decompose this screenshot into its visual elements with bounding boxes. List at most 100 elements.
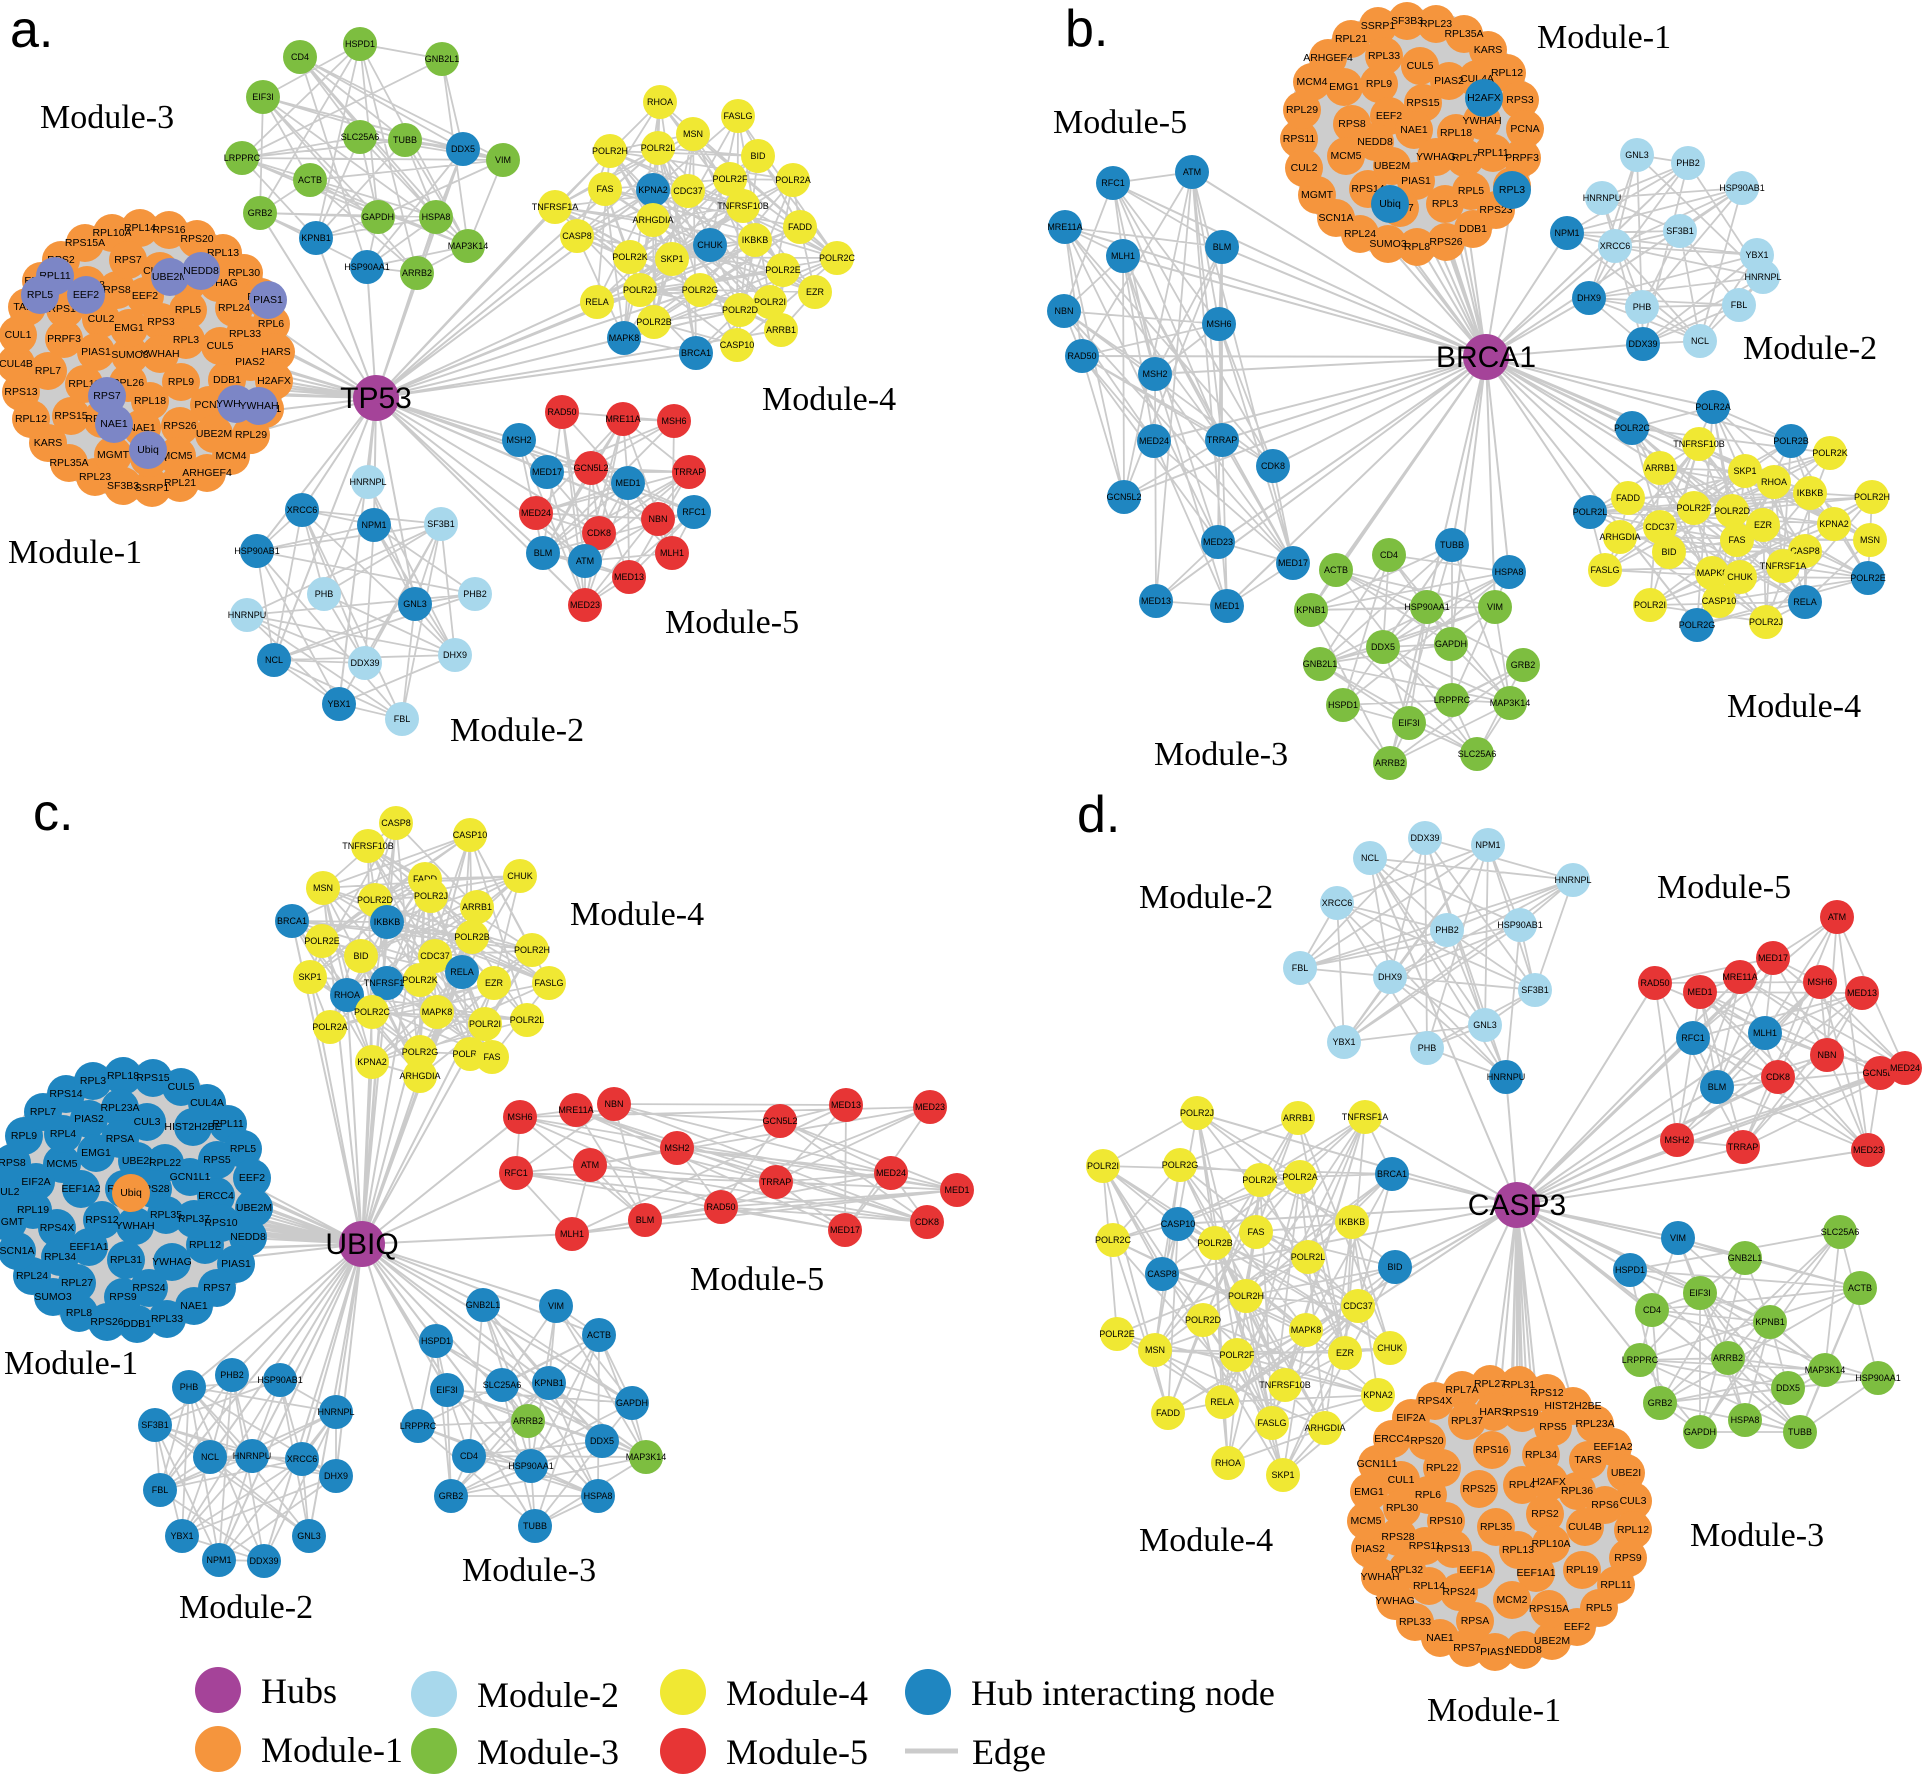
svg-text:CUL2: CUL2 bbox=[1291, 162, 1318, 174]
svg-text:POLR2B: POLR2B bbox=[1773, 436, 1809, 446]
svg-text:HNRNPL: HNRNPL bbox=[349, 477, 386, 487]
svg-text:RPS5: RPS5 bbox=[203, 1154, 231, 1166]
svg-text:SF3B1: SF3B1 bbox=[1666, 226, 1694, 236]
svg-text:POLR2C: POLR2C bbox=[1095, 1235, 1132, 1245]
svg-text:HSP90AB1: HSP90AB1 bbox=[257, 1375, 303, 1385]
svg-text:Module-1: Module-1 bbox=[4, 1345, 138, 1382]
svg-text:HSP90AA1: HSP90AA1 bbox=[344, 262, 390, 272]
svg-text:MGMT: MGMT bbox=[1301, 189, 1334, 201]
svg-text:RPL35: RPL35 bbox=[1480, 1521, 1512, 1533]
svg-text:XRCC6: XRCC6 bbox=[1600, 241, 1631, 251]
svg-text:RPL11: RPL11 bbox=[1600, 1579, 1631, 1591]
svg-text:POLR2E: POLR2E bbox=[1099, 1329, 1135, 1339]
svg-text:CDC37: CDC37 bbox=[1645, 522, 1675, 532]
svg-text:Module-4: Module-4 bbox=[570, 896, 704, 933]
svg-text:CDC37: CDC37 bbox=[420, 951, 450, 961]
svg-text:POLR2K: POLR2K bbox=[402, 975, 438, 985]
svg-text:RPL22: RPL22 bbox=[1426, 1462, 1458, 1474]
svg-text:Edge: Edge bbox=[972, 1732, 1046, 1772]
svg-text:YBX1: YBX1 bbox=[170, 1531, 193, 1541]
svg-text:NBN: NBN bbox=[604, 1099, 623, 1109]
svg-text:RPL11: RPL11 bbox=[212, 1118, 243, 1130]
svg-text:NAE1: NAE1 bbox=[100, 418, 128, 430]
svg-text:RPS2: RPS2 bbox=[1531, 1508, 1559, 1520]
svg-text:ARHGDIA: ARHGDIA bbox=[1304, 1423, 1345, 1433]
svg-text:RPL4: RPL4 bbox=[50, 1128, 76, 1140]
svg-text:POLR2B: POLR2B bbox=[636, 317, 672, 327]
svg-text:ARHGDIA: ARHGDIA bbox=[399, 1071, 440, 1081]
svg-text:XRCC6: XRCC6 bbox=[287, 1454, 318, 1464]
svg-text:GNL3: GNL3 bbox=[297, 1531, 321, 1541]
svg-text:RPL3: RPL3 bbox=[1432, 198, 1458, 210]
svg-text:MED1: MED1 bbox=[1687, 987, 1712, 997]
svg-text:Module-5: Module-5 bbox=[665, 604, 799, 641]
svg-text:GAPDH: GAPDH bbox=[1435, 639, 1467, 649]
svg-text:PRPF3: PRPF3 bbox=[1505, 152, 1539, 164]
svg-text:POLR2H: POLR2H bbox=[592, 146, 628, 156]
svg-text:HSPD1: HSPD1 bbox=[1328, 700, 1358, 710]
svg-text:RAD50: RAD50 bbox=[547, 407, 576, 417]
svg-text:PHB: PHB bbox=[1418, 1043, 1437, 1053]
svg-text:POLR2A: POLR2A bbox=[1695, 402, 1731, 412]
svg-text:RPL18: RPL18 bbox=[134, 395, 166, 407]
svg-text:RPL19: RPL19 bbox=[1566, 1564, 1598, 1576]
svg-text:EMG1: EMG1 bbox=[81, 1147, 111, 1159]
svg-text:POLR2G: POLR2G bbox=[402, 1047, 439, 1057]
svg-text:GRB2: GRB2 bbox=[439, 1491, 464, 1501]
svg-text:HIST2H2BE: HIST2H2BE bbox=[164, 1121, 221, 1133]
svg-text:POLR2J: POLR2J bbox=[623, 285, 657, 295]
svg-text:POLR2H: POLR2H bbox=[1228, 1291, 1264, 1301]
svg-text:RPL23A: RPL23A bbox=[1575, 1418, 1614, 1430]
svg-text:DDX39: DDX39 bbox=[249, 1556, 278, 1566]
svg-text:RPL31: RPL31 bbox=[110, 1254, 142, 1266]
svg-text:EEF1A: EEF1A bbox=[1459, 1564, 1492, 1576]
svg-text:YWHAH: YWHAH bbox=[140, 348, 179, 360]
svg-text:MED17: MED17 bbox=[532, 467, 562, 477]
svg-text:MLH1: MLH1 bbox=[1111, 251, 1135, 261]
svg-text:NEDD8: NEDD8 bbox=[1506, 1644, 1542, 1656]
svg-text:RPS16: RPS16 bbox=[152, 224, 185, 236]
svg-text:Module-5: Module-5 bbox=[690, 1261, 824, 1298]
svg-text:CUL4B: CUL4B bbox=[1568, 1521, 1602, 1533]
svg-text:Module-3: Module-3 bbox=[1154, 736, 1288, 773]
svg-text:CUL1: CUL1 bbox=[5, 329, 32, 341]
svg-text:RPL5: RPL5 bbox=[175, 304, 201, 316]
svg-text:EIF3I: EIF3I bbox=[252, 92, 274, 102]
svg-text:UBE2M: UBE2M bbox=[196, 428, 232, 440]
svg-text:BID: BID bbox=[1661, 547, 1677, 557]
svg-text:MLH1: MLH1 bbox=[1753, 1028, 1777, 1038]
svg-text:Module-3: Module-3 bbox=[1690, 1517, 1824, 1554]
svg-text:DDX39: DDX39 bbox=[1628, 339, 1657, 349]
svg-text:Module-1: Module-1 bbox=[1427, 1692, 1561, 1729]
svg-text:POLR2J: POLR2J bbox=[1749, 617, 1783, 627]
svg-text:Hubs: Hubs bbox=[261, 1671, 337, 1711]
svg-text:MAP3K14: MAP3K14 bbox=[626, 1452, 667, 1462]
svg-text:Module-1: Module-1 bbox=[261, 1730, 403, 1770]
svg-text:MSH6: MSH6 bbox=[507, 1112, 532, 1122]
svg-text:RPL30: RPL30 bbox=[228, 267, 260, 279]
svg-text:NPM1: NPM1 bbox=[1475, 840, 1500, 850]
svg-text:HNRNPL: HNRNPL bbox=[1744, 272, 1781, 282]
svg-text:ARHGEF4: ARHGEF4 bbox=[182, 467, 232, 479]
svg-text:BRCA1: BRCA1 bbox=[277, 916, 307, 926]
svg-text:RPL35A: RPL35A bbox=[1444, 28, 1483, 40]
svg-text:Module-4: Module-4 bbox=[1139, 1522, 1273, 1559]
svg-text:GNL3: GNL3 bbox=[403, 599, 427, 609]
svg-text:RELA: RELA bbox=[585, 297, 609, 307]
svg-text:RPS9: RPS9 bbox=[1614, 1552, 1642, 1564]
svg-text:RPL29: RPL29 bbox=[1286, 104, 1318, 116]
svg-text:NPM1: NPM1 bbox=[1554, 228, 1579, 238]
svg-text:Module-3: Module-3 bbox=[477, 1732, 619, 1772]
svg-text:RAD50: RAD50 bbox=[1640, 978, 1669, 988]
svg-text:RPL24: RPL24 bbox=[16, 1270, 48, 1282]
svg-text:RPS25: RPS25 bbox=[1462, 1483, 1495, 1495]
svg-text:POLR2A: POLR2A bbox=[1282, 1172, 1318, 1182]
svg-text:Module-2: Module-2 bbox=[1139, 879, 1273, 916]
svg-text:POLR2B: POLR2B bbox=[454, 932, 490, 942]
svg-text:TRRAP: TRRAP bbox=[1207, 435, 1238, 445]
svg-text:CUL2: CUL2 bbox=[0, 1186, 20, 1198]
svg-text:MED23: MED23 bbox=[915, 1102, 945, 1112]
svg-text:BID: BID bbox=[750, 151, 766, 161]
svg-text:RPS20: RPS20 bbox=[1410, 1435, 1443, 1447]
svg-text:TNFRSF1A: TNFRSF1A bbox=[364, 978, 411, 988]
